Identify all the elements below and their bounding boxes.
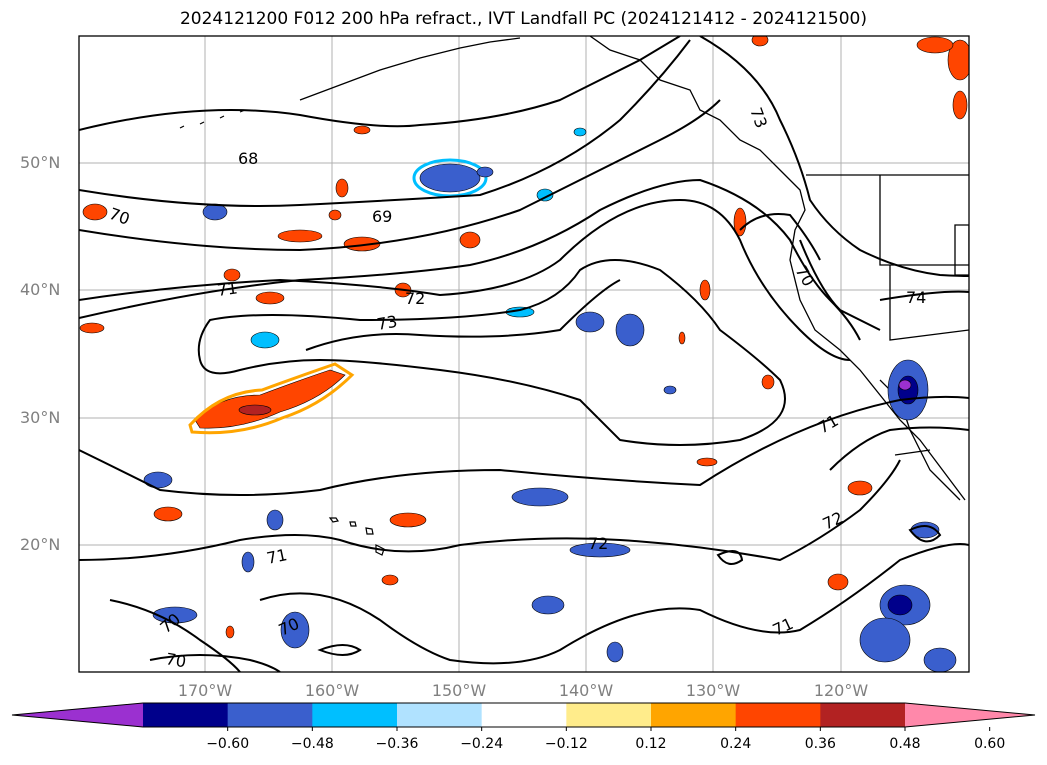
- contour-label: 73: [746, 105, 771, 131]
- colorbar-tick-label: 0.12: [635, 736, 667, 752]
- contour-label: 70: [792, 263, 819, 290]
- lat-label: 30°N: [20, 408, 61, 427]
- colorbar-segment: [227, 703, 313, 727]
- lon-label: 120°W: [813, 681, 869, 700]
- colorbar-segment: [481, 703, 567, 727]
- lon-label: 140°W: [558, 681, 614, 700]
- map-title: 2024121200 F012 200 hPa refract., IVT La…: [179, 9, 867, 29]
- colorbar-tick-label: −0.24: [460, 736, 504, 752]
- contour-label: 71: [815, 411, 842, 438]
- negative-features: [143, 127, 957, 672]
- positive-features: [79, 36, 969, 639]
- contour-label: 71: [770, 614, 796, 640]
- colorbar-segment: [143, 703, 229, 727]
- map-plot: 68 69 70 70 70 70 70 71 71 71 71 72 72 7…: [78, 35, 970, 673]
- plot-frame: [78, 35, 970, 673]
- colorbar-tick-label: 0.24: [720, 736, 752, 752]
- contour-label: 72: [588, 534, 608, 553]
- contour-label: 72: [820, 508, 846, 534]
- contour-label: 71: [216, 278, 239, 300]
- contour-label: 70: [107, 204, 133, 229]
- colorbar-tick-label: 0.60: [974, 736, 1006, 752]
- lat-label: 50°N: [20, 153, 61, 172]
- colorbar-outline: [11, 702, 1036, 728]
- colorbar-tick-label: −0.48: [290, 736, 334, 752]
- lon-label: 130°W: [685, 681, 741, 700]
- lat-label: 40°N: [20, 280, 61, 299]
- contours: [79, 36, 969, 672]
- colorbar-segment: [820, 703, 906, 727]
- colorbar-segment: [397, 703, 483, 727]
- colorbar-extend-low: [12, 703, 143, 727]
- colorbar-tick-label: −0.60: [206, 736, 250, 752]
- contour-label: 69: [372, 207, 392, 226]
- colorbar-extend-high: [905, 703, 1035, 727]
- contour-label: 68: [238, 149, 258, 168]
- colorbar: [11, 702, 1036, 731]
- colorbar-tick-label: −0.36: [375, 736, 419, 752]
- islands: [179, 109, 385, 556]
- colorbar-segment: [312, 703, 398, 727]
- gridlines: [79, 36, 969, 672]
- lon-label: 170°W: [177, 681, 233, 700]
- colorbar-tick-label: 0.48: [889, 736, 921, 752]
- contour-label: 73: [375, 312, 398, 334]
- contour-label: 70: [164, 649, 187, 671]
- contour-label: 74: [906, 288, 926, 307]
- contour-label: 71: [265, 545, 289, 568]
- colorbar-tick-label: 0.36: [804, 736, 836, 752]
- colorbar-segment: [651, 703, 737, 727]
- colorbar-tick-label: −0.12: [544, 736, 588, 752]
- contour-label: 72: [405, 289, 425, 308]
- lon-label: 150°W: [431, 681, 487, 700]
- colorbar-segment: [735, 703, 821, 727]
- coastline: [299, 36, 969, 501]
- contour-labels: 68 69 70 70 70 70 70 71 71 71 71 72 72 7…: [107, 105, 927, 672]
- lon-label: 160°W: [304, 681, 360, 700]
- lat-label: 20°N: [20, 535, 61, 554]
- colorbar-segment: [566, 703, 652, 727]
